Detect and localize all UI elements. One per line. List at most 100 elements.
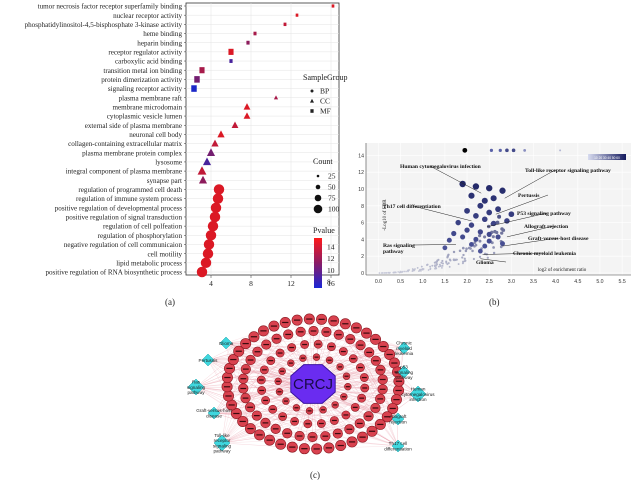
category-label: plasma membrane protein complex xyxy=(82,149,182,157)
gene-node-label-mark xyxy=(389,407,396,410)
volcano-point xyxy=(490,195,497,202)
gene-node-label-mark xyxy=(365,415,372,417)
pathway-node-label: Ras xyxy=(192,380,201,385)
pathway-annotation-label: Allograft rejection xyxy=(524,224,569,230)
volcano-colorbar-label: 10 20 30 40 50 60 xyxy=(594,156,620,160)
dotplot-point xyxy=(210,202,222,214)
volcano-point xyxy=(397,271,399,273)
gene-node-label-mark xyxy=(323,331,330,333)
volcano-x-tick-label: 2.0 xyxy=(463,279,470,285)
pathway-node-label: differentiation xyxy=(384,446,412,451)
volcano-point xyxy=(500,227,504,231)
gene-node-label-mark xyxy=(239,420,246,423)
gene-node-label-mark xyxy=(297,331,304,333)
panel-label-c: (c) xyxy=(310,470,320,480)
category-label: tumor necrosis factor receptor superfami… xyxy=(38,3,183,11)
volcano-point xyxy=(403,270,405,273)
volcano-y-axis-label: -Log10 of FDR xyxy=(383,199,388,231)
category-label: transition metal ion binding xyxy=(103,67,182,75)
count-legend-marker xyxy=(316,174,320,178)
volcano-point xyxy=(490,241,494,245)
samplegroup-legend-marker xyxy=(310,89,314,93)
pathway-node-label: myeloid xyxy=(396,346,412,351)
volcano-point xyxy=(468,222,475,228)
gene-node-label-mark xyxy=(294,407,299,409)
volcano-point xyxy=(492,251,496,255)
volcano-x-tick-label: 4.5 xyxy=(574,279,581,285)
pathway-node-label: leukemia xyxy=(395,351,414,356)
gene-node-label-mark xyxy=(254,351,261,353)
dotplot-category-labels: tumor necrosis factor receptor superfami… xyxy=(25,3,186,277)
gene-node-label-mark xyxy=(306,318,313,320)
volcano-y-tick-label: 12 xyxy=(358,170,364,176)
category-label: lipid metabolic process xyxy=(116,259,182,267)
volcano-point xyxy=(446,237,452,243)
volcano-point xyxy=(445,260,448,263)
volcano-point xyxy=(440,261,443,264)
gene-node-label-mark xyxy=(328,345,334,348)
gene-node-label-mark xyxy=(350,358,356,360)
volcano-y-tick-label: 10 xyxy=(358,187,364,193)
volcano-point xyxy=(473,236,479,242)
volcano-point xyxy=(461,262,464,265)
dotplot-point xyxy=(217,130,225,138)
gene-node-label-mark xyxy=(338,366,343,368)
dotplot-point xyxy=(200,257,212,269)
volcano-point xyxy=(499,187,506,194)
kegg-volcano-plot: 0 2 4 6 8 10 12 14 0.0 0.5 1.0 1.5 2.0 2.5 3.0 3.5 4.0 4… xyxy=(358,143,631,307)
gene-node-label-mark xyxy=(268,360,274,362)
volcano-point xyxy=(434,267,437,270)
volcano-point xyxy=(384,272,386,274)
pathway-annotation-label: Graft-versus-host disease xyxy=(528,236,589,242)
gene-node-label-mark xyxy=(394,371,401,373)
dotplot-point xyxy=(198,175,208,184)
gene-node-label-mark xyxy=(225,395,232,397)
volcano-point xyxy=(505,148,509,153)
gene-node-label-mark xyxy=(247,406,253,408)
samplegroup-legend-marker xyxy=(310,109,314,113)
count-legend-label: 50 xyxy=(328,183,336,192)
dotplot-point xyxy=(199,67,205,74)
category-label: regulation of immune system process xyxy=(76,195,182,203)
gene-node-label-mark xyxy=(357,344,364,346)
dotplot-x-ticks: 4 8 12 16 xyxy=(209,275,335,288)
volcano-x-tick-label: 0.5 xyxy=(397,279,404,285)
pathway-node xyxy=(201,353,215,367)
gene-node-label-mark xyxy=(280,415,286,418)
pathway-node-label: Th17 cell xyxy=(389,441,408,446)
volcano-point xyxy=(486,231,492,237)
gene-node-label-mark xyxy=(377,423,384,426)
volcano-colorbar xyxy=(588,154,626,160)
volcano-point xyxy=(523,148,527,152)
x-tick-label: 12 xyxy=(287,279,295,288)
network-gene-nodes xyxy=(221,313,405,455)
gene-node-label-mark xyxy=(235,350,242,352)
gene-node-label-mark xyxy=(258,379,264,381)
gene-node-label-mark xyxy=(250,336,258,338)
volcano-point xyxy=(495,206,501,213)
pathway-node xyxy=(213,434,231,452)
gene-node-label-mark xyxy=(340,350,346,353)
volcano-point xyxy=(464,227,470,233)
dotplot-point xyxy=(206,148,216,157)
volcano-point xyxy=(398,271,401,274)
volcano-point xyxy=(459,180,466,188)
volcano-point xyxy=(441,264,444,267)
pathway-node-label: signaling xyxy=(187,385,206,390)
gene-node-label-mark xyxy=(346,428,353,430)
volcano-point xyxy=(511,148,516,153)
volcano-point xyxy=(441,259,444,263)
category-label: membrane microdomain xyxy=(112,103,182,111)
category-label: integral component of plasma membrane xyxy=(66,168,182,176)
gene-node-label-mark xyxy=(294,319,301,321)
pathway-node-label: p53 xyxy=(400,365,408,370)
gene-node-label-mark xyxy=(330,320,337,322)
category-label: synapse part xyxy=(147,177,182,185)
pathway-node-label: pathway xyxy=(187,390,205,395)
gene-node-label-mark xyxy=(282,321,289,324)
volcano-x-tick-label: 2.5 xyxy=(486,279,493,285)
gene-node-label-mark xyxy=(359,397,365,399)
category-label: plasma membrane raft xyxy=(119,94,182,102)
gene-node-label-mark xyxy=(395,389,402,392)
